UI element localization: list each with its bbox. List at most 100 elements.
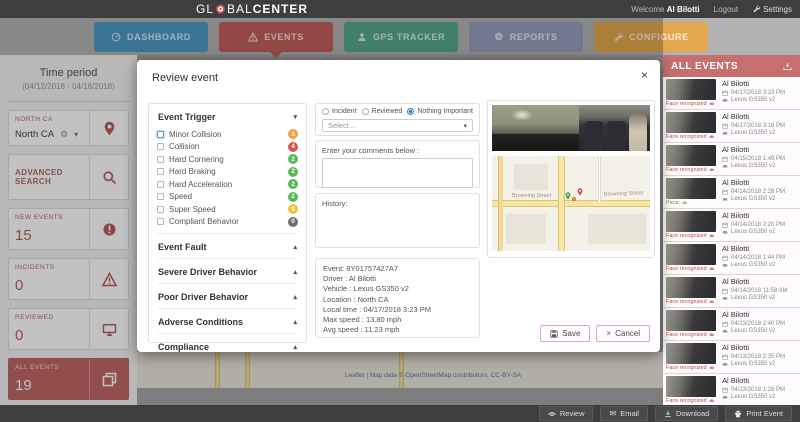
nav-tab-dashboard[interactable]: DASHBOARD xyxy=(94,22,208,52)
map-road-edge xyxy=(498,156,503,251)
search-button[interactable] xyxy=(90,155,128,199)
section-severe-driver-behavior[interactable]: Severe Driver Behavior ▴ xyxy=(157,258,298,283)
event-tag: Face recognized xyxy=(666,101,718,107)
print-event-button[interactable]: Print Event xyxy=(725,406,792,421)
sidebar-card-incidents[interactable]: INCIDENTS 0 xyxy=(8,258,129,300)
event-vehicle: Lexus GS350 v2 xyxy=(722,295,797,301)
trigger-hard-cornering[interactable]: Hard Cornering 2 xyxy=(157,153,298,166)
map-road-minor xyxy=(598,156,601,202)
map-attribution[interactable]: Leaflet | Map data © OpenStreetMap contr… xyxy=(345,372,522,379)
trigger-label: Super Speed xyxy=(169,204,216,214)
section-event-fault[interactable]: Event Fault ▴ xyxy=(157,234,298,258)
car-icon xyxy=(722,328,728,334)
download-button[interactable]: Download xyxy=(654,406,719,421)
eye-icon xyxy=(708,134,715,140)
save-button[interactable]: Save xyxy=(540,325,591,342)
event-trigger-panel: Event Trigger ▾ Minor Collision 3 Collisio… xyxy=(148,103,307,352)
cancel-button[interactable]: × Cancel xyxy=(596,325,650,342)
category-select[interactable]: Select... ▾ xyxy=(322,119,473,132)
event-list-item[interactable]: Face recognized Al Bilotti 04/13/2018 2:35… xyxy=(663,341,800,374)
tag-label: Face recognized xyxy=(666,101,707,107)
checkbox[interactable] xyxy=(157,155,164,163)
trigger-speed[interactable]: Speed 2 xyxy=(157,191,298,204)
event-list-item[interactable]: Face recognized Al Bilotti 04/17/2018 3:16… xyxy=(663,110,800,143)
car-icon xyxy=(722,130,728,136)
event-list-item[interactable]: Face recognized Al Bilotti 04/13/2018 1:28… xyxy=(663,374,800,405)
region-dropdown[interactable]: North CA ⚙ ▾ xyxy=(15,129,83,140)
trigger-hard-braking[interactable]: Hard Braking 2 xyxy=(157,166,298,179)
logout-link[interactable]: Logout xyxy=(713,4,739,14)
event-driver-name: Al Bilotti xyxy=(722,343,750,352)
trigger-compliant-behavior[interactable]: Compliant Behavior 0 xyxy=(157,216,298,229)
car-icon xyxy=(722,361,728,367)
nav-tab-events[interactable]: EVENTS xyxy=(219,22,333,58)
event-list-item[interactable]: Face recognized Al Bilotti 04/17/2018 3:23… xyxy=(663,77,800,110)
event-vehicle: Lexus GS350 v2 xyxy=(722,97,797,103)
tag-label: Face recognized xyxy=(666,233,707,239)
event-list-item[interactable]: Face recognized Al Bilotti 04/14/2018 11:5… xyxy=(663,275,800,308)
main-nav: DASHBOARD EVENTS GPS TRACKER ⚙ REPORTS CONFIG… xyxy=(0,18,800,58)
event-list-item[interactable]: Face recognized Al Bilotti 04/14/2018 1:44… xyxy=(663,242,800,275)
map-block xyxy=(588,214,646,244)
radio-dot[interactable] xyxy=(322,108,329,115)
advanced-search-card[interactable]: ADVANCED SEARCH xyxy=(8,154,129,200)
trigger-super-speed[interactable]: Super Speed 3 xyxy=(157,203,298,216)
nav-tab-configure[interactable]: CONFIGURE xyxy=(594,22,708,52)
calendar-icon xyxy=(722,222,728,228)
section-event-trigger[interactable]: Event Trigger ▾ xyxy=(157,104,298,128)
checkbox[interactable] xyxy=(157,193,164,201)
checkbox[interactable] xyxy=(157,205,164,213)
section-poor-driver-behavior[interactable]: Poor Driver Behavior ▴ xyxy=(157,283,298,308)
tag-label: Face recognized xyxy=(666,398,707,404)
nav-tab-gps-tracker[interactable]: GPS TRACKER xyxy=(344,22,458,52)
dashcam-snapshot[interactable] xyxy=(492,105,650,151)
event-vehicle: Lexus GS350 v2 xyxy=(722,163,797,169)
event-list-item[interactable]: Face recognized Al Bilotti 04/14/2018 2:20… xyxy=(663,209,800,242)
nav-tab-reports[interactable]: ⚙ REPORTS xyxy=(469,22,583,52)
checkbox[interactable] xyxy=(157,218,164,226)
calendar-icon xyxy=(722,189,728,195)
comments-textarea[interactable] xyxy=(322,158,473,188)
checkbox[interactable] xyxy=(157,130,164,138)
radio-label: Nothing Important xyxy=(417,108,473,115)
trigger-minor-collision[interactable]: Minor Collision 3 xyxy=(157,128,298,141)
radio-nothing-important[interactable]: Nothing Important xyxy=(407,108,473,115)
gear-icon[interactable]: ⚙ xyxy=(60,129,69,139)
section-compliance[interactable]: Compliance ▴ xyxy=(157,333,298,358)
event-list-item[interactable]: Face recognized Al Bilotti 04/13/2018 2:40… xyxy=(663,308,800,341)
driver-figure xyxy=(628,114,648,151)
email-button[interactable]: ✉ Email xyxy=(600,406,648,421)
checkbox[interactable] xyxy=(157,143,164,151)
sidebar-card-reviewed[interactable]: REVIEWED 0 xyxy=(8,308,129,350)
event-list-item[interactable]: Face recognized Al Bilotti 04/15/2018 1:49… xyxy=(663,143,800,176)
section-adverse-conditions[interactable]: Adverse Conditions ▴ xyxy=(157,308,298,333)
car-icon xyxy=(722,196,728,202)
trigger-hard-acceleration[interactable]: Hard Acceleration 2 xyxy=(157,178,298,191)
checkbox[interactable] xyxy=(157,180,164,188)
count-badge: 4 xyxy=(288,141,298,152)
checkbox[interactable] xyxy=(157,168,164,176)
map-pin-button[interactable] xyxy=(90,111,128,145)
event-driver-name: Al Bilotti xyxy=(722,310,750,319)
radio-reviewed[interactable]: Reviewed xyxy=(361,108,402,115)
sidebar-card-new-events[interactable]: NEW EVENTS 15 xyxy=(8,208,129,250)
trigger-collision[interactable]: Collision 4 xyxy=(157,141,298,154)
event-location-map[interactable]: Browning Street Browning Street xyxy=(492,156,650,251)
calendar-icon xyxy=(722,387,728,393)
radio-dot[interactable] xyxy=(361,108,369,115)
settings-link[interactable]: Settings xyxy=(752,5,792,14)
sidebar-card-all-events[interactable]: ALL EVENTS 19 xyxy=(8,358,129,400)
section-label: Poor Driver Behavior xyxy=(158,292,249,302)
dashcam-cabin-view xyxy=(578,105,650,151)
close-icon[interactable]: × xyxy=(640,68,648,82)
review-button[interactable]: Review xyxy=(538,406,594,421)
event-list-item[interactable]: Panic Al Bilotti 04/14/2018 2:28 PM Lexus G… xyxy=(663,176,800,209)
export-icon[interactable] xyxy=(783,62,792,71)
all-events-panel: ALL EVENTS Face recognized Al Bilotti 04/1… xyxy=(663,55,800,405)
radio-incident[interactable]: Incident xyxy=(322,108,357,115)
eye-icon xyxy=(708,365,715,371)
event-thumbnail xyxy=(666,178,716,199)
event-thumbnail xyxy=(666,79,716,100)
radio-dot[interactable] xyxy=(407,108,415,115)
monitor-icon xyxy=(102,322,117,337)
